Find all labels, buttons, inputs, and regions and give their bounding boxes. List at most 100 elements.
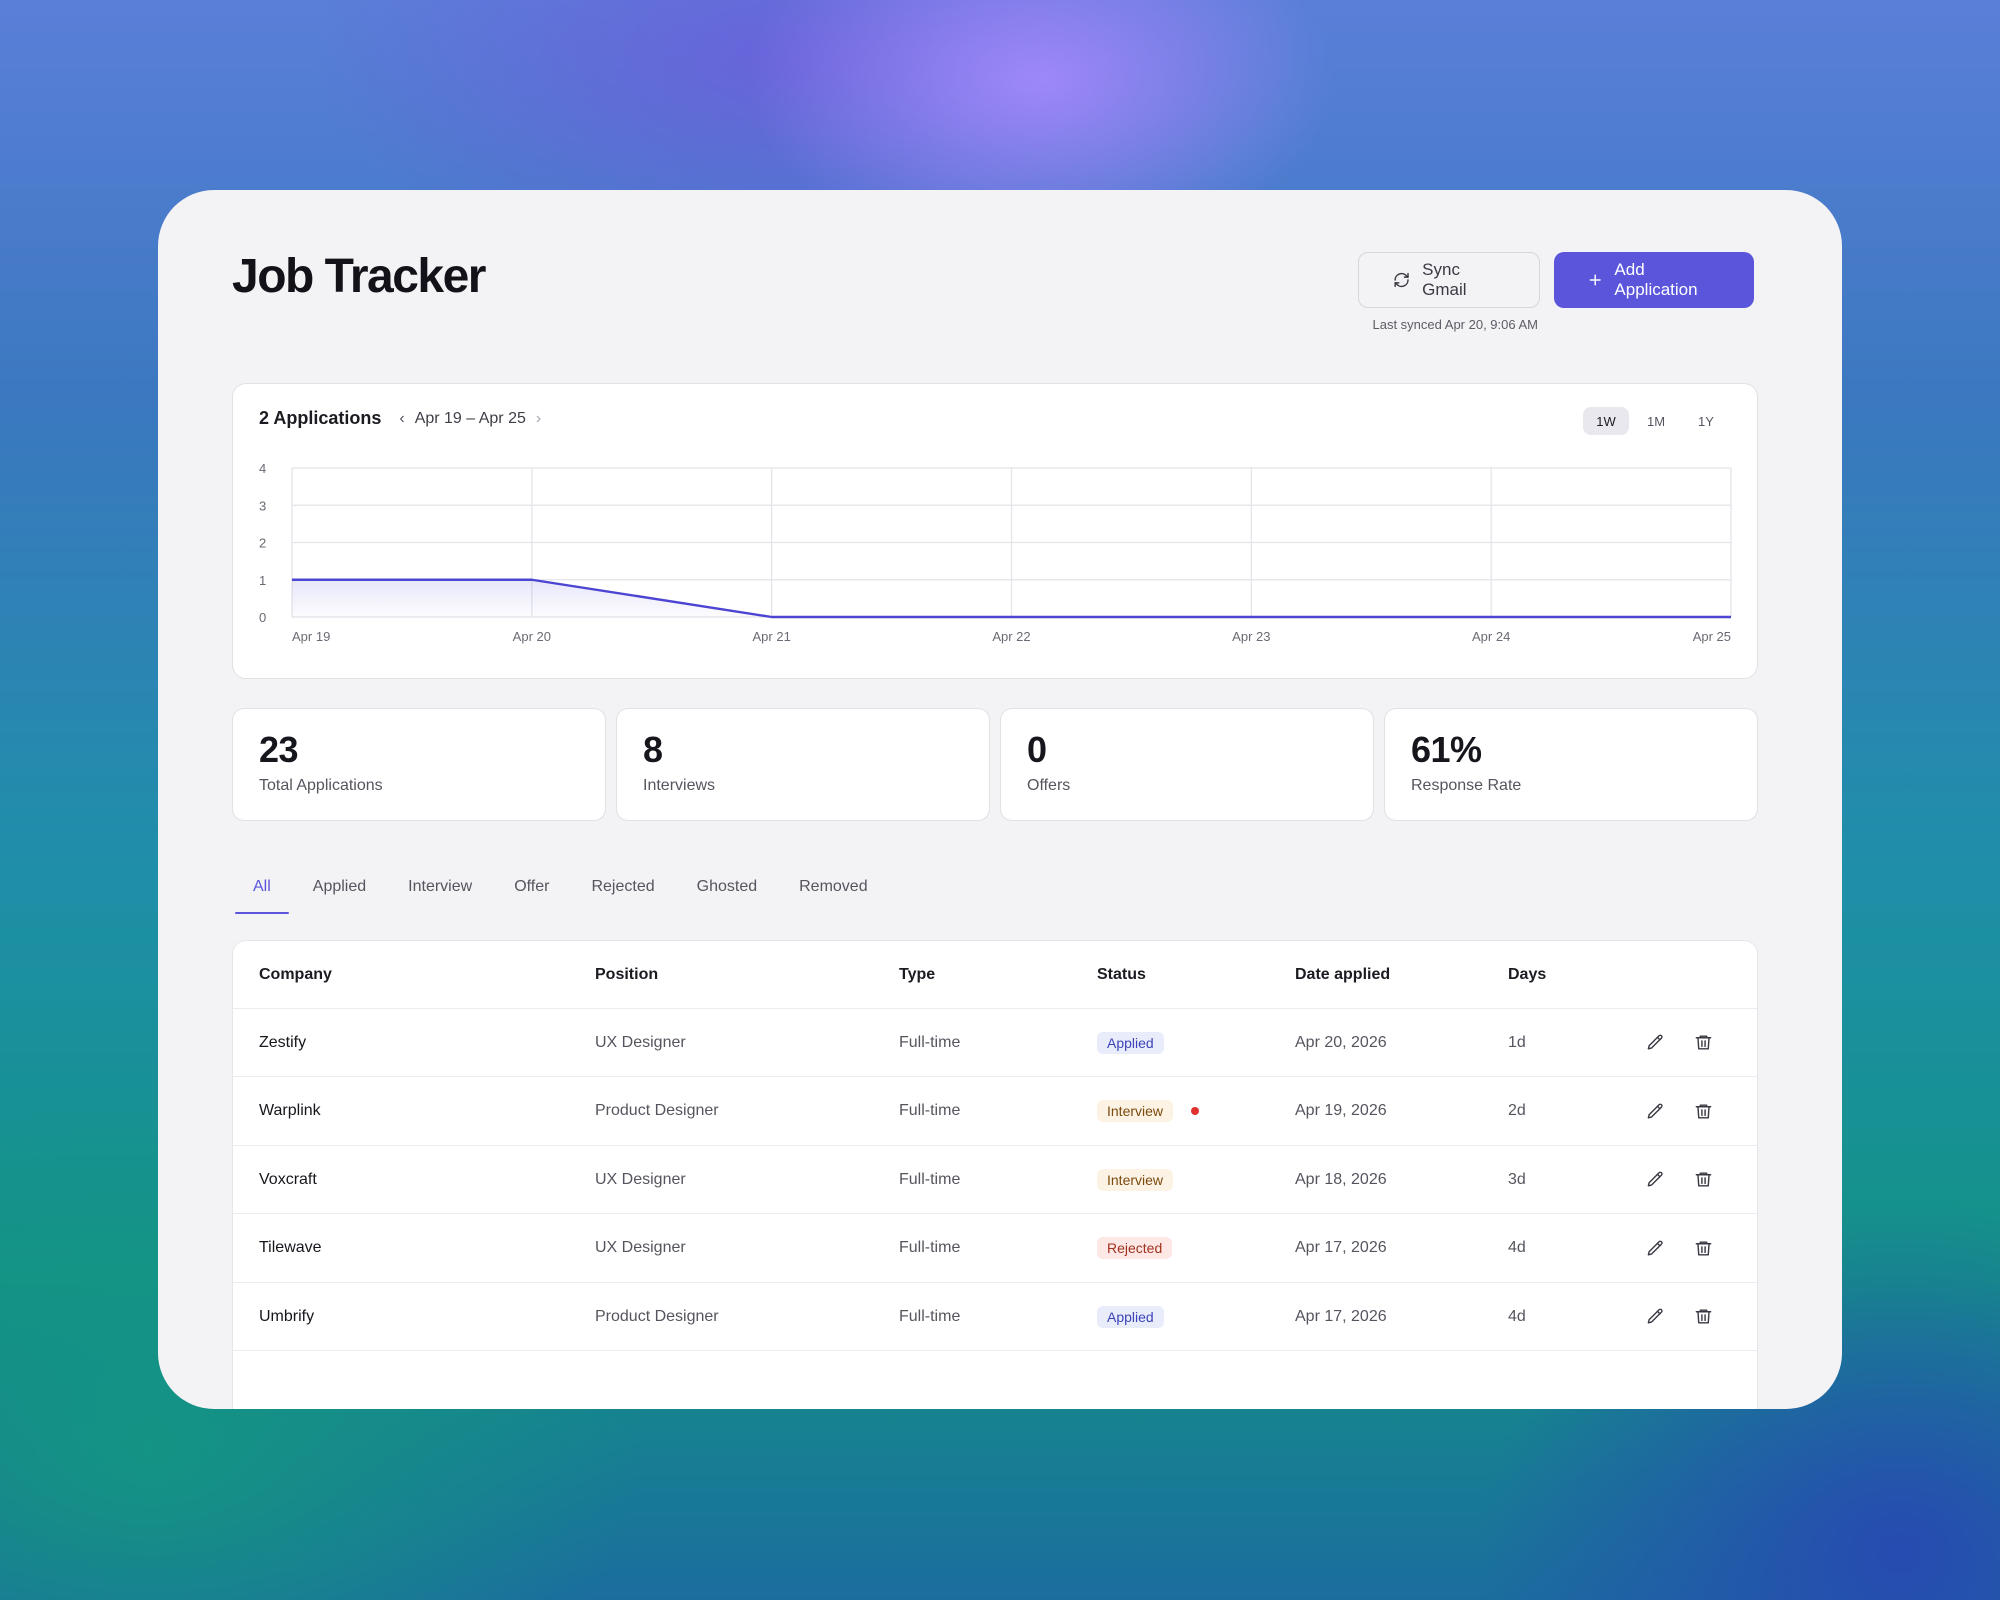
trash-icon[interactable] (1693, 1307, 1713, 1327)
days-count: 3d (1508, 1170, 1526, 1188)
applications-chart: 0 1 2 3 4 Apr 19 Apr 20 Apr 21 Apr 22 Apr 23 Apr 2… (259, 461, 1732, 644)
stat-response-rate: 61% Response Rate (1384, 708, 1758, 821)
table-header-row: Company Position Type Status Date applie… (233, 941, 1757, 1009)
tab-offer[interactable]: Offer (514, 878, 550, 895)
days-count: 4d (1508, 1307, 1526, 1325)
applications-count: 2 Applications (259, 408, 382, 428)
stat-value: 0 (1027, 729, 1047, 770)
series-area (292, 579, 1731, 617)
chevron-right-icon[interactable]: › (535, 409, 542, 427)
header-company[interactable]: Company (259, 965, 332, 983)
refresh-icon (1394, 272, 1409, 288)
status-badge: Applied (1097, 1031, 1164, 1054)
pencil-icon[interactable] (1645, 1170, 1665, 1190)
tab-all[interactable]: All (235, 870, 289, 914)
date-applied: Apr 19, 2026 (1295, 1102, 1387, 1119)
position: UX Designer (595, 1033, 686, 1051)
applications-table: Company Position Type Status Date applie… (232, 940, 1758, 1409)
last-synced-text: Last synced Apr 20, 9:06 AM (1372, 317, 1539, 332)
period-1w[interactable]: 1W (1583, 407, 1629, 435)
table-row[interactable]: Voxcraft UX Designer Full-time Interview… (233, 1146, 1757, 1214)
position: UX Designer (595, 1239, 686, 1256)
pencil-icon[interactable] (1645, 1238, 1665, 1258)
header-date-applied[interactable]: Date applied (1295, 965, 1391, 983)
x-tick-label: Apr 24 (1472, 629, 1510, 644)
y-tick-label: 1 (259, 573, 266, 588)
chart-header: 2 Applications ‹ Apr 19 – Apr 25 › (259, 408, 541, 429)
table-row[interactable]: Tilewave UX Designer Full-time Rejected … (233, 1215, 1757, 1283)
stat-value: 8 (643, 729, 663, 770)
header-days[interactable]: Days (1508, 965, 1547, 983)
header-status[interactable]: Status (1097, 965, 1146, 983)
days-count: 1d (1508, 1033, 1526, 1051)
date-applied: Apr 20, 2026 (1295, 1033, 1387, 1051)
trash-icon[interactable] (1693, 1033, 1713, 1053)
sync-gmail-button[interactable]: Sync Gmail (1358, 252, 1540, 308)
stat-value: 23 (259, 729, 299, 770)
y-tick-label: 0 (259, 610, 266, 625)
y-tick-label: 2 (259, 536, 266, 551)
stat-interviews: 8 Interviews (616, 708, 990, 821)
status-cell: Applied (1097, 1305, 1164, 1328)
notification-dot (1191, 1107, 1200, 1115)
pencil-icon[interactable] (1645, 1101, 1665, 1121)
date-range-label: Apr 19 – Apr 25 (414, 409, 526, 427)
company-name: Tilewave (259, 1239, 322, 1256)
x-tick-label: Apr 20 (513, 629, 551, 644)
status-cell: Interview (1097, 1100, 1200, 1122)
status-badge: Rejected (1097, 1237, 1173, 1259)
position: Product Designer (595, 1102, 719, 1119)
pencil-icon[interactable] (1645, 1307, 1665, 1327)
period-1m[interactable]: 1M (1646, 413, 1666, 429)
tab-interview[interactable]: Interview (408, 878, 473, 895)
table-row[interactable]: Warplink Product Designer Full-time Inte… (233, 1078, 1757, 1146)
applications-chart-card: 0 1 2 3 4 Apr 19 Apr 20 Apr 21 Apr 22 Apr 23 Apr 2… (232, 383, 1758, 679)
add-application-button[interactable]: Add Application (1554, 252, 1754, 308)
page-title: Job Tracker (232, 250, 486, 303)
header-type[interactable]: Type (899, 965, 936, 983)
tab-ghosted[interactable]: Ghosted (696, 878, 758, 895)
company-name: Voxcraft (259, 1170, 317, 1188)
job-tracker-window: Job Tracker Sync Gmail Add Application L… (158, 190, 1842, 1409)
x-tick-label: Apr 21 (753, 629, 791, 644)
date-applied: Apr 18, 2026 (1295, 1170, 1387, 1188)
row-actions (1645, 1033, 1713, 1053)
stat-offers: 0 Offers (1000, 708, 1374, 821)
position: UX Designer (595, 1170, 686, 1188)
header-position[interactable]: Position (595, 965, 659, 983)
y-tick-label: 4 (259, 461, 266, 476)
stat-value: 61% (1411, 729, 1482, 770)
status-cell: Interview (1097, 1168, 1174, 1191)
table-row[interactable]: Umbrify Product Designer Full-time Appli… (233, 1283, 1757, 1351)
x-tick-label: Apr 23 (1232, 629, 1270, 644)
y-tick-label: 3 (259, 498, 266, 513)
stats-row: 23 Total Applications 8 Interviews 0 Off… (232, 708, 1758, 821)
date-range-nav: ‹ Apr 19 – Apr 25 › (399, 410, 541, 428)
trash-icon[interactable] (1693, 1238, 1713, 1258)
job-type: Full-time (899, 1170, 961, 1188)
stat-label: Offers (1027, 777, 1071, 794)
job-type: Full-time (899, 1033, 961, 1051)
status-cell: Rejected (1097, 1237, 1173, 1259)
status-badge: Applied (1097, 1305, 1164, 1328)
period-1y[interactable]: 1Y (1698, 413, 1714, 429)
date-applied: Apr 17, 2026 (1295, 1307, 1387, 1325)
status-badge: Interview (1097, 1100, 1174, 1122)
status-cell: Applied (1097, 1031, 1164, 1054)
days-count: 4d (1508, 1239, 1526, 1256)
tab-rejected[interactable]: Rejected (591, 878, 655, 895)
tab-removed[interactable]: Removed (799, 878, 868, 895)
job-type: Full-time (899, 1239, 961, 1256)
table-row[interactable]: Zestify UX Designer Full-time Applied Ap… (233, 1009, 1757, 1077)
stat-total-applications: 23 Total Applications (232, 708, 606, 821)
stat-label: Total Applications (259, 777, 383, 794)
trash-icon[interactable] (1693, 1170, 1713, 1190)
pencil-icon[interactable] (1645, 1033, 1665, 1053)
status-badge: Interview (1097, 1168, 1174, 1191)
chevron-left-icon[interactable]: ‹ (399, 409, 405, 427)
row-actions (1645, 1101, 1713, 1121)
trash-icon[interactable] (1693, 1101, 1713, 1121)
row-actions (1645, 1238, 1713, 1258)
tab-applied[interactable]: Applied (312, 878, 367, 895)
header: Job Tracker Sync Gmail Add Application L… (232, 248, 1754, 388)
